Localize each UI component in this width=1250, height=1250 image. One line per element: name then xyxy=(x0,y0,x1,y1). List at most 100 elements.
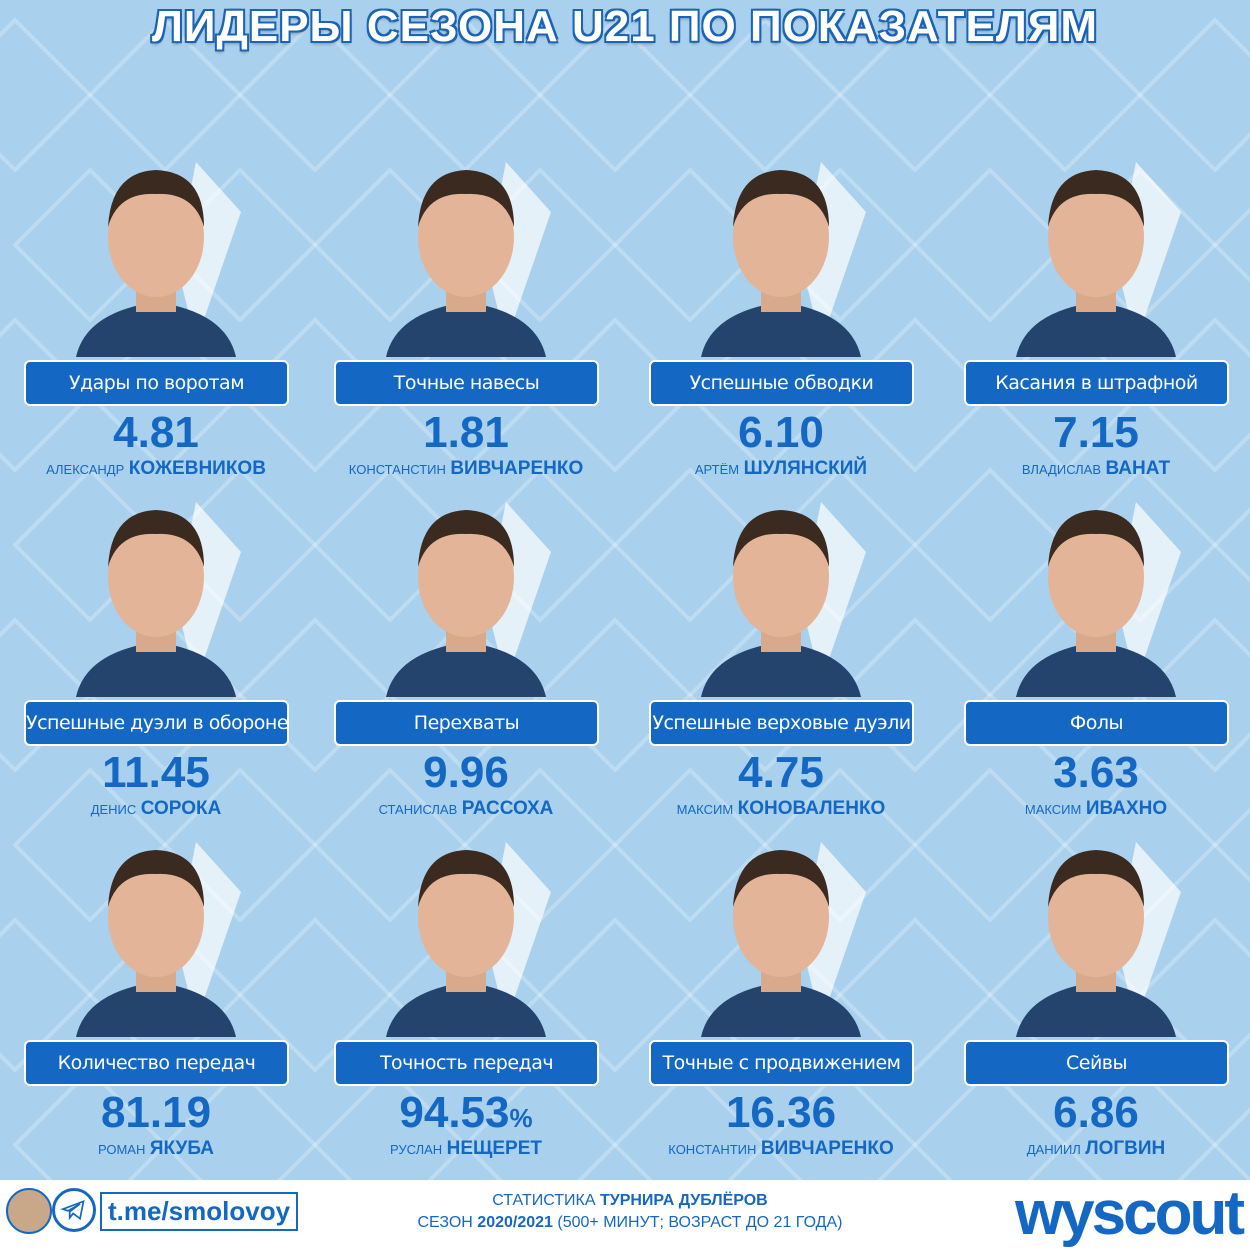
player-card: Успешные дуэли в обороне 11.45 ДЕНИС СОРОК… xyxy=(0,492,312,832)
stat-value: 4.81 xyxy=(0,408,312,458)
stat-number: 11.45 xyxy=(102,748,210,797)
player-card: Точность передач 94.53% РУСЛАН НЕЩЕРЕТ xyxy=(310,832,622,1172)
source-info: СТАТИСТИКА ТУРНИРА ДУБЛЁРОВ СЕЗОН 2020/2… xyxy=(380,1190,880,1234)
first-name: РУСЛАН xyxy=(389,1142,443,1157)
player-card: Количество передач 81.19 РОМАН ЯКУБА xyxy=(0,832,312,1172)
title: ЛИДЕРЫ СЕЗОНА U21 ПО ПОКАЗАТЕЛЯМ xyxy=(152,2,1098,51)
stat-label: Количество передач xyxy=(24,1040,289,1086)
stat-label: Касания в штрафной xyxy=(964,360,1229,406)
stat-number: 4.81 xyxy=(113,408,199,457)
player-card: Сейвы 6.86 ДАНИИЛ ЛОГВИН xyxy=(940,832,1250,1172)
player-name: РУСЛАН НЕЩЕРЕТ xyxy=(310,1138,622,1160)
first-name: АЛЕКСАНДР xyxy=(46,462,125,477)
first-name: ДЕНИС xyxy=(90,802,137,817)
brand-logo: wyscout xyxy=(1014,1179,1245,1248)
last-name: ЛОГВИН xyxy=(1085,1138,1166,1159)
first-name: МАКСИМ xyxy=(1024,802,1082,817)
stat-number: 94.53 xyxy=(399,1088,510,1137)
info-text: (500+ МИНУТ; ВОЗРАСТ ДО 21 ГОДА) xyxy=(557,1214,843,1231)
first-name: ДАНИИЛ xyxy=(1026,1142,1081,1157)
stat-value: 81.19 xyxy=(0,1088,312,1138)
stat-value: 94.53% xyxy=(310,1088,622,1143)
last-name: ВИВЧАРЕНКО xyxy=(760,1138,894,1159)
stat-value: 1.81 xyxy=(310,408,622,458)
last-name: ВИВЧАРЕНКО xyxy=(450,458,584,479)
footer: t.me/smolovoy СТАТИСТИКА ТУРНИРА ДУБЛЁРО… xyxy=(0,1179,1250,1250)
player-photo xyxy=(76,502,241,697)
player-name: МАКСИМ КОНОВАЛЕНКО xyxy=(625,798,937,820)
stat-value: 3.63 xyxy=(940,748,1250,798)
player-card: Точные с продвижением 16.36 КОНСТАНТИН ВИВ… xyxy=(625,832,937,1172)
player-card: Перехваты 9.96 СТАНИСЛАВ РАССОХА xyxy=(310,492,622,832)
stat-number: 81.19 xyxy=(100,1088,212,1137)
player-name: КОНСТАНСТИН ВИВЧАРЕНКО xyxy=(310,458,622,480)
player-name: ВЛАДИСЛАВ ВАНАТ xyxy=(940,458,1250,480)
stat-number: 16.36 xyxy=(725,1088,837,1137)
player-photo xyxy=(701,502,866,697)
stat-value: 7.15 xyxy=(940,408,1250,458)
player-name: ДАНИИЛ ЛОГВИН xyxy=(940,1138,1250,1160)
stat-number: 3.63 xyxy=(1053,748,1139,797)
stat-label: Успешные обводки xyxy=(649,360,914,406)
stat-label: Успешные дуэли в обороне xyxy=(24,700,289,746)
player-photo xyxy=(386,842,551,1037)
info-text: 2020/2021 xyxy=(477,1214,553,1231)
stat-label: Точные с продвижением xyxy=(649,1040,914,1086)
player-name: АРТЁМ ШУЛЯНСКИЙ xyxy=(625,458,937,480)
player-photo xyxy=(1016,842,1181,1037)
stat-label: Перехваты xyxy=(334,700,599,746)
stat-number: 7.15 xyxy=(1053,408,1139,457)
player-photo xyxy=(386,162,551,357)
stat-label: Успешные верховые дуэли xyxy=(649,700,914,746)
player-card: Успешные обводки 6.10 АРТЁМ ШУЛЯНСКИЙ xyxy=(625,152,937,492)
last-name: СОРОКА xyxy=(140,798,222,819)
last-name: ЯКУБА xyxy=(149,1138,215,1159)
stat-number: 9.96 xyxy=(423,748,509,797)
stat-label: Фолы xyxy=(964,700,1229,746)
player-card: Удары по воротам 4.81 АЛЕКСАНДР КОЖЕВНИКОВ xyxy=(0,152,312,492)
player-card: Успешные верховые дуэли 4.75 МАКСИМ КОНОВА… xyxy=(625,492,937,832)
stat-label: Точность передач xyxy=(334,1040,599,1086)
stat-label: Точные навесы xyxy=(334,360,599,406)
player-name: РОМАН ЯКУБА xyxy=(0,1138,312,1160)
last-name: ИВАХНО xyxy=(1085,798,1168,819)
last-name: ВАНАТ xyxy=(1105,458,1171,479)
stat-value: 16.36 xyxy=(625,1088,937,1138)
player-name: АЛЕКСАНДР КОЖЕВНИКОВ xyxy=(0,458,312,480)
first-name: РОМАН xyxy=(97,1142,146,1157)
player-photo xyxy=(76,842,241,1037)
first-name: АРТЁМ xyxy=(694,462,740,477)
stat-number: 6.10 xyxy=(738,408,824,457)
last-name: ШУЛЯНСКИЙ xyxy=(743,458,868,479)
stat-value: 9.96 xyxy=(310,748,622,798)
info-text: СЕЗОН xyxy=(417,1214,473,1231)
player-card: Точные навесы 1.81 КОНСТАНСТИН ВИВЧАРЕНКО xyxy=(310,152,622,492)
channel-link[interactable]: t.me/smolovoy xyxy=(100,1192,299,1231)
stat-label: Удары по воротам xyxy=(24,360,289,406)
player-photo xyxy=(386,502,551,697)
stat-value: 4.75 xyxy=(625,748,937,798)
last-name: РАССОХА xyxy=(461,798,554,819)
last-name: КОЖЕВНИКОВ xyxy=(128,458,266,479)
first-name: МАКСИМ xyxy=(676,802,734,817)
stat-number: 6.86 xyxy=(1053,1088,1139,1137)
stat-number: 4.75 xyxy=(738,748,824,797)
stat-value: 11.45 xyxy=(0,748,312,798)
player-card: Фолы 3.63 МАКСИМ ИВАХНО xyxy=(940,492,1250,832)
player-photo xyxy=(76,162,241,357)
first-name: КОНСТАНСТИН xyxy=(348,462,446,477)
stat-value: 6.86 xyxy=(940,1088,1250,1138)
player-photo xyxy=(1016,502,1181,697)
player-card: Касания в штрафной 7.15 ВЛАДИСЛАВ ВАНАТ xyxy=(940,152,1250,492)
player-name: ДЕНИС СОРОКА xyxy=(0,798,312,820)
avatar xyxy=(6,1188,52,1234)
last-name: НЕЩЕРЕТ xyxy=(446,1138,543,1159)
last-name: КОНОВАЛЕНКО xyxy=(737,798,886,819)
telegram-icon xyxy=(52,1188,96,1232)
first-name: СТАНИСЛАВ xyxy=(378,802,458,817)
stat-value: 6.10 xyxy=(625,408,937,458)
info-text: ТУРНИРА ДУБЛЁРОВ xyxy=(599,1192,768,1209)
first-name: КОНСТАНТИН xyxy=(668,1142,757,1157)
player-photo xyxy=(701,842,866,1037)
